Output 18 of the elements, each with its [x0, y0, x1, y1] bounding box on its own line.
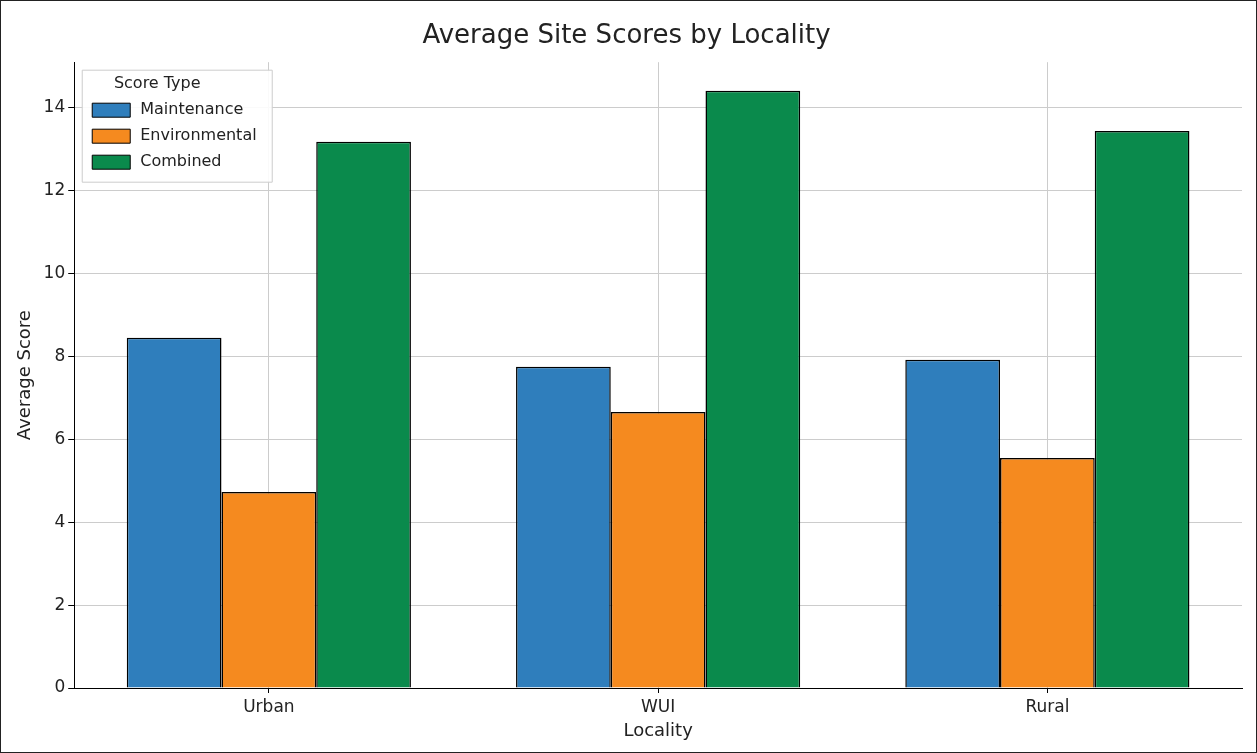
legend-label: Combined: [140, 151, 222, 171]
y-axis-title: Average Score: [13, 310, 35, 441]
y-tick-label: 10: [43, 261, 66, 282]
x-tick-label: Urban: [243, 695, 295, 716]
legend-label: Environmental: [140, 125, 257, 145]
legend-title: Score Type: [113, 73, 201, 93]
x-axis-title: Locality: [623, 718, 694, 740]
y-tick-label: 14: [43, 96, 66, 117]
y-tick-label: 6: [54, 427, 66, 448]
y-tick-label: 12: [43, 179, 66, 200]
y-tick-label: 0: [54, 676, 66, 697]
x-tick-label: WUI: [640, 695, 676, 716]
chart-title: Average Site Scores by Locality: [422, 19, 831, 50]
legend-label: Maintenance: [140, 99, 244, 119]
y-tick-label: 8: [54, 344, 66, 365]
y-tick-label: 2: [54, 593, 66, 614]
y-tick-label: 4: [54, 510, 66, 531]
x-tick-label: Rural: [1025, 695, 1070, 716]
